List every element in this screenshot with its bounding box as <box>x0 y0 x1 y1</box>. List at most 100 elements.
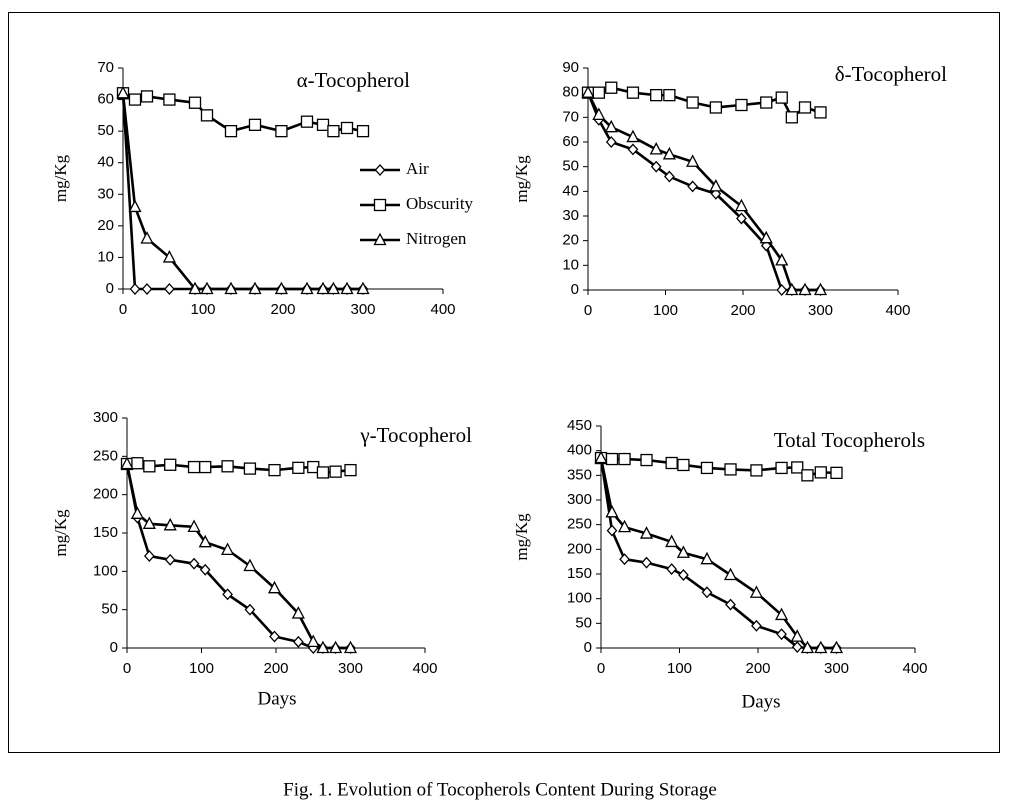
x-tick-label: 100 <box>667 660 692 677</box>
data-point <box>664 170 675 183</box>
data-point <box>830 466 843 480</box>
data-point <box>356 124 370 138</box>
x-tick-label: 200 <box>745 660 770 677</box>
data-point <box>306 634 320 648</box>
data-point <box>829 640 844 654</box>
x-tick-label: 400 <box>412 660 437 677</box>
data-point <box>162 250 176 263</box>
data-point <box>687 180 698 193</box>
legend-marker <box>374 164 386 176</box>
data-point <box>142 516 156 529</box>
data-point <box>143 460 156 473</box>
y-tick-label: 0 <box>571 281 579 298</box>
data-point <box>243 462 257 475</box>
y-tick-label: 50 <box>101 601 118 618</box>
data-point <box>316 466 330 479</box>
y-tick-label: 400 <box>567 442 592 459</box>
data-point <box>649 141 663 155</box>
data-point <box>759 230 773 244</box>
data-point <box>798 101 812 114</box>
data-point <box>686 96 699 109</box>
data-point <box>605 136 617 148</box>
y-tick-label: 20 <box>562 232 579 249</box>
data-point <box>678 569 689 581</box>
data-point <box>187 519 201 533</box>
data-point <box>723 567 738 581</box>
data-point <box>785 111 798 124</box>
x-tick-label: 400 <box>430 301 455 318</box>
data-point <box>724 463 737 476</box>
data-point <box>199 460 212 474</box>
y-tick-label: 70 <box>562 108 579 125</box>
y-tick-label: 10 <box>562 256 579 273</box>
data-point <box>605 452 619 466</box>
data-point <box>248 281 262 295</box>
data-point <box>291 606 305 619</box>
x-tick-label: 400 <box>902 660 927 677</box>
data-point <box>617 519 632 533</box>
data-point <box>116 85 130 99</box>
data-point <box>269 630 280 643</box>
data-point <box>619 553 630 566</box>
chart-title: Total Tocopherols <box>774 428 925 452</box>
series-line <box>125 463 351 650</box>
y-tick-label: 150 <box>567 565 592 582</box>
legend-label: Obscurity <box>406 194 474 213</box>
y-tick-label: 30 <box>562 207 579 224</box>
y-tick-label: 50 <box>575 614 592 631</box>
data-point <box>640 453 653 467</box>
data-point <box>267 580 282 594</box>
data-point <box>222 588 233 601</box>
y-tick-label: 100 <box>567 590 592 607</box>
data-point <box>677 458 690 472</box>
y-tick-label: 50 <box>562 158 579 175</box>
data-point <box>594 450 608 464</box>
data-point <box>641 556 652 569</box>
x-tick-label: 0 <box>584 302 592 319</box>
data-point <box>329 465 342 478</box>
y-axis-label: mg/Kg <box>51 509 70 557</box>
data-point <box>626 129 640 143</box>
y-tick-label: 60 <box>97 91 114 108</box>
data-point <box>663 88 676 102</box>
data-point <box>163 93 176 106</box>
y-tick-label: 70 <box>97 59 114 76</box>
data-point <box>709 101 723 114</box>
data-point <box>774 607 789 621</box>
frame <box>8 12 1000 753</box>
data-point <box>813 282 828 296</box>
legend-marker <box>373 198 387 212</box>
y-tick-label: 20 <box>97 217 114 234</box>
x-tick-label: 300 <box>824 660 849 677</box>
y-tick-label: 250 <box>567 516 592 533</box>
data-point <box>592 107 606 121</box>
x-tick-label: 200 <box>263 660 288 677</box>
data-point <box>300 281 314 295</box>
data-point <box>776 284 788 296</box>
data-point <box>814 640 828 654</box>
x-axis-label: Days <box>741 691 780 712</box>
data-point <box>626 86 640 99</box>
data-point <box>316 640 330 654</box>
data-point <box>775 91 788 104</box>
data-point <box>326 281 340 295</box>
y-tick-label: 100 <box>93 562 118 579</box>
y-axis-label: mg/Kg <box>512 513 531 561</box>
chart-title: γ-Tocopherol <box>359 423 472 447</box>
data-point <box>140 231 154 244</box>
data-point <box>775 252 789 266</box>
data-point <box>164 553 176 566</box>
y-axis-label: mg/Kg <box>51 154 70 202</box>
data-point <box>163 517 177 531</box>
data-point <box>627 143 639 156</box>
data-point <box>128 199 142 213</box>
data-point <box>344 463 357 477</box>
data-point <box>785 282 799 296</box>
data-point <box>120 456 134 470</box>
x-tick-label: 0 <box>119 301 127 318</box>
y-tick-label: 300 <box>567 491 592 508</box>
y-tick-label: 350 <box>567 466 592 483</box>
data-point <box>292 461 305 474</box>
data-point <box>734 198 749 212</box>
